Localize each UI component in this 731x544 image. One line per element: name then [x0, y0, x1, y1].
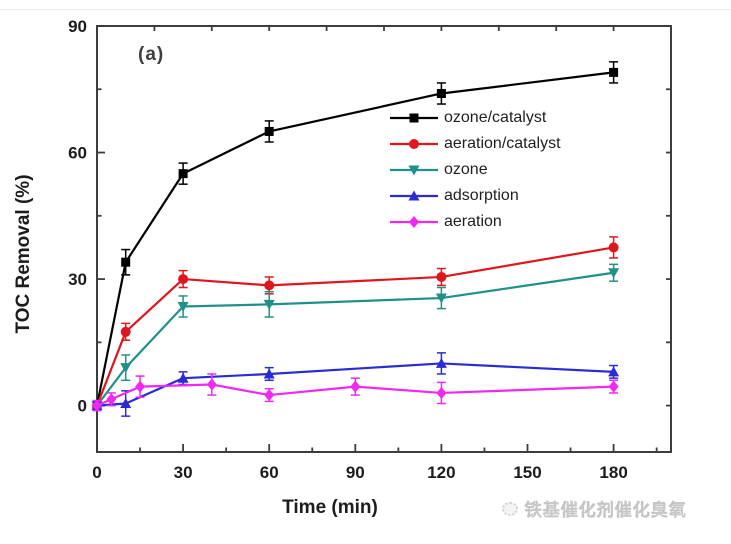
- y-tick-label: 0: [78, 397, 87, 416]
- circle-marker: [436, 271, 447, 282]
- y-tick-label: 30: [68, 270, 87, 289]
- circle-marker: [608, 242, 619, 253]
- circle-marker: [178, 274, 189, 285]
- triangle-up-marker: [263, 368, 275, 379]
- legend-item-aeration: aeration: [389, 209, 561, 235]
- top-divider-line: [0, 9, 731, 10]
- legend-label: ozone/catalyst: [444, 109, 547, 126]
- triangle-down-marker: [120, 363, 132, 374]
- legend-marker: [408, 190, 420, 201]
- diamond-marker: [350, 380, 361, 393]
- legend-item-adsorption: adsorption: [389, 183, 561, 209]
- square-marker: [178, 169, 188, 179]
- diamond-marker: [135, 380, 146, 393]
- watermark: 铁基催化剂催化臭氧: [502, 496, 687, 521]
- square-marker: [609, 67, 619, 77]
- x-tick-label: 120: [427, 463, 455, 482]
- legend-label: aeration: [444, 213, 502, 230]
- diamond-marker: [206, 378, 217, 391]
- triangle-down-marker: [263, 299, 275, 310]
- x-tick-label: 90: [346, 463, 365, 482]
- circle-marker-icon: [390, 139, 438, 149]
- series-line-aeration-catalyst: [95, 246, 615, 407]
- x-tick-label: 0: [92, 463, 101, 482]
- x-tick-label: 180: [599, 463, 627, 482]
- legend-marker: [409, 139, 419, 149]
- diamond-marker: [106, 393, 117, 406]
- series-line-ozone-catalyst: [95, 71, 615, 407]
- diamond-marker: [264, 389, 275, 402]
- square-marker: [264, 126, 274, 136]
- triangle-up-marker: [120, 397, 132, 408]
- legend-label: adsorption: [444, 187, 519, 204]
- x-tick-label: 60: [260, 463, 279, 482]
- diamond-marker: [92, 399, 102, 412]
- legend-label: ozone: [444, 161, 488, 178]
- triangle-up-marker: [435, 357, 447, 368]
- series-line-ozone: [95, 271, 615, 407]
- legend-marker: [408, 165, 420, 176]
- triangle-down-marker: [435, 293, 447, 304]
- diamond-marker: [608, 380, 619, 393]
- triangle-up-marker: [608, 366, 620, 377]
- legend-label: aeration/catalyst: [444, 135, 561, 152]
- triangle-down-marker: [177, 301, 189, 312]
- triangle-down-marker: [608, 268, 620, 279]
- legend-item-aeration-catalyst: aeration/catalyst: [389, 131, 561, 157]
- legend-item-ozone-catalyst: ozone/catalyst: [389, 105, 561, 131]
- watermark-logo-icon: [502, 501, 518, 516]
- series-line-adsorption: [95, 362, 615, 407]
- square-marker: [436, 88, 446, 98]
- x-axis-title: Time (min): [282, 497, 378, 518]
- legend-marker: [409, 113, 419, 123]
- circle-marker: [264, 280, 275, 291]
- y-tick-label: 90: [68, 17, 87, 36]
- series-ozone: [91, 263, 620, 412]
- series-line-aeration: [95, 383, 615, 407]
- triangle-up-marker-icon: [390, 190, 438, 201]
- triangle-up-marker: [177, 372, 189, 383]
- series-aeration: [92, 373, 619, 412]
- diamond-marker: [436, 386, 447, 399]
- panel-label: (a): [138, 44, 165, 65]
- legend-marker: [409, 216, 419, 228]
- y-axis-title: TOC Removal (%): [13, 174, 34, 334]
- square-marker-icon: [390, 113, 438, 123]
- x-tick-label: 150: [513, 463, 541, 482]
- circle-marker: [120, 326, 131, 337]
- y-tick-label: 60: [68, 144, 87, 163]
- legend-item-ozone: ozone: [389, 157, 561, 183]
- diamond-marker-icon: [390, 216, 438, 228]
- legend: ozone/catalyst aeration/catalyst ozone a…: [389, 105, 561, 235]
- triangle-down-marker-icon: [390, 165, 438, 176]
- x-tick-label: 30: [174, 463, 193, 482]
- square-marker: [121, 257, 131, 267]
- watermark-text: 铁基催化剂催化臭氧: [525, 501, 687, 520]
